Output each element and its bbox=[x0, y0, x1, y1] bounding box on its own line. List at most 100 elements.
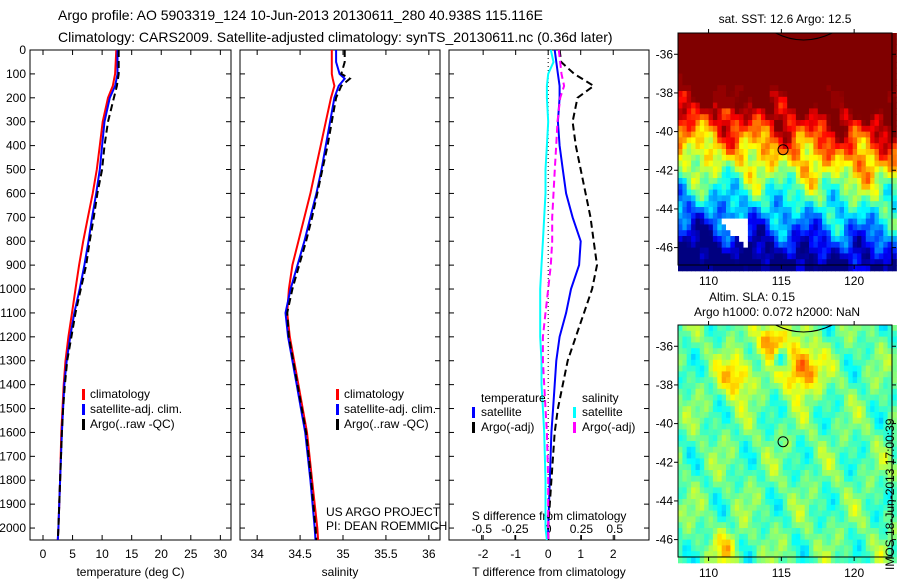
map-cell bbox=[887, 464, 893, 471]
map-cell bbox=[887, 481, 893, 488]
map-cell bbox=[870, 108, 876, 115]
x-tick-label: 30 bbox=[214, 547, 228, 561]
map-cell bbox=[734, 371, 740, 378]
map-cell bbox=[769, 487, 775, 494]
map-cell bbox=[795, 50, 801, 57]
map-cell bbox=[734, 545, 740, 552]
map-cell bbox=[699, 201, 705, 208]
map-cell bbox=[839, 218, 845, 225]
map-cell bbox=[678, 230, 683, 237]
map-cell bbox=[857, 201, 862, 208]
map-cell bbox=[826, 371, 832, 378]
map-cell bbox=[686, 259, 692, 266]
map-cell bbox=[804, 195, 810, 202]
map-cell bbox=[695, 475, 701, 483]
map-cell bbox=[739, 545, 744, 552]
map-cell bbox=[769, 201, 775, 208]
map-cell bbox=[878, 259, 884, 266]
map-cell bbox=[734, 137, 740, 144]
map-cell bbox=[813, 91, 819, 98]
map-cell bbox=[804, 137, 810, 144]
map-cell bbox=[813, 388, 819, 396]
map-cell bbox=[682, 195, 688, 202]
map-cell bbox=[861, 510, 867, 517]
map-cell bbox=[870, 67, 876, 75]
map-cell bbox=[804, 131, 810, 138]
map-cell bbox=[800, 417, 806, 425]
map-cell bbox=[691, 96, 696, 104]
legend-swatch bbox=[336, 404, 339, 415]
map-cell bbox=[752, 236, 758, 243]
map-cell bbox=[839, 336, 845, 343]
map-cell bbox=[747, 429, 753, 436]
map-cell bbox=[678, 91, 683, 98]
map-cell bbox=[778, 79, 784, 86]
map-cell bbox=[721, 33, 727, 40]
map-cell bbox=[791, 178, 797, 185]
map-cell bbox=[691, 44, 696, 51]
map-cell bbox=[734, 336, 740, 343]
map-cell bbox=[704, 429, 710, 436]
map-cell bbox=[686, 504, 692, 512]
map-cell bbox=[726, 539, 731, 546]
map-cell bbox=[791, 429, 797, 436]
map-cell bbox=[804, 510, 810, 517]
map-cell bbox=[699, 475, 705, 483]
map-cell bbox=[848, 412, 854, 419]
map-cell bbox=[734, 452, 740, 459]
map-cell bbox=[686, 557, 692, 564]
map-cell bbox=[765, 160, 771, 167]
map-cell bbox=[769, 247, 775, 254]
map-cell bbox=[778, 557, 784, 564]
map-cell bbox=[883, 371, 889, 378]
map-cell bbox=[752, 178, 758, 185]
map-cell bbox=[774, 201, 779, 208]
map-cell bbox=[765, 325, 771, 332]
map-cell bbox=[870, 201, 876, 208]
map-cell bbox=[774, 253, 779, 260]
map-cell bbox=[870, 259, 876, 266]
map-cell bbox=[678, 120, 683, 127]
map-cell bbox=[835, 195, 841, 202]
map-cell bbox=[822, 365, 827, 372]
map-cell bbox=[769, 510, 775, 517]
map-cell bbox=[830, 241, 836, 249]
map-cell bbox=[747, 441, 753, 448]
map-cell bbox=[774, 67, 779, 75]
map-cell bbox=[874, 85, 880, 92]
map-cell bbox=[822, 499, 827, 506]
map-cell bbox=[795, 149, 801, 156]
x2-tick-label: -0.25 bbox=[501, 522, 529, 536]
map-cell bbox=[835, 464, 841, 471]
map-cell bbox=[857, 33, 862, 40]
map-cell bbox=[678, 458, 683, 465]
map-cell bbox=[813, 79, 819, 86]
map-cell bbox=[883, 166, 889, 173]
map-cell bbox=[865, 464, 871, 471]
map-cell bbox=[765, 44, 771, 51]
map-cell bbox=[787, 33, 793, 40]
map-cell bbox=[730, 218, 736, 225]
map-cell bbox=[822, 183, 827, 191]
map-cell bbox=[870, 143, 876, 150]
map-cell bbox=[756, 400, 762, 407]
series-line-argo-raw-qc- bbox=[56, 50, 120, 541]
map-cell bbox=[852, 73, 858, 80]
map-cell bbox=[756, 102, 762, 109]
map-cell bbox=[761, 172, 766, 179]
map-cell bbox=[691, 108, 696, 115]
map-cell bbox=[835, 102, 841, 109]
map-cell bbox=[839, 557, 845, 564]
map-cell bbox=[835, 458, 841, 465]
map-cell bbox=[791, 114, 797, 121]
map-cell bbox=[704, 38, 710, 46]
map-cell bbox=[852, 429, 858, 436]
map-cell bbox=[747, 230, 753, 237]
legend-swatch bbox=[82, 389, 85, 400]
map-cell bbox=[717, 545, 723, 552]
map-cell bbox=[704, 160, 710, 167]
map-cell bbox=[826, 137, 832, 144]
map-cell bbox=[717, 189, 723, 196]
map-cell bbox=[774, 120, 779, 127]
map-cell bbox=[874, 102, 880, 109]
